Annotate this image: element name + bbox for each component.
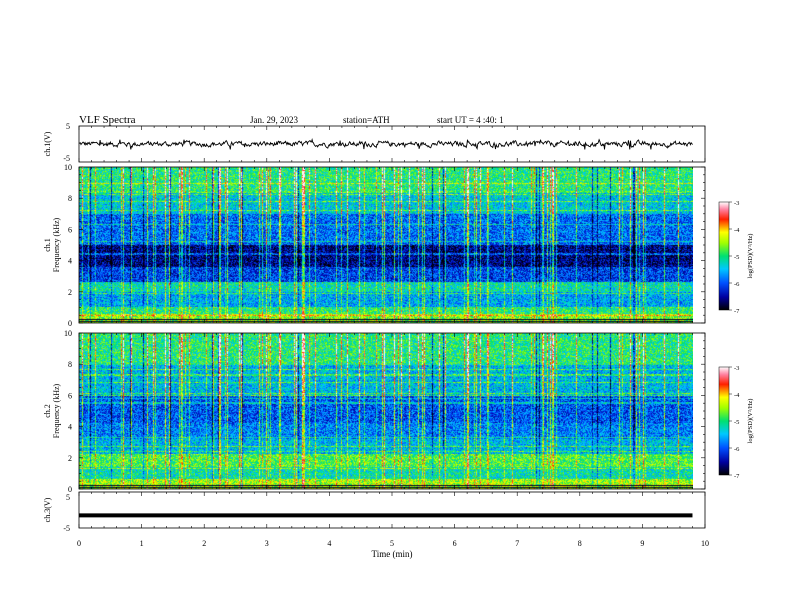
ch2-ytick-4: 4	[68, 423, 72, 432]
ch2-ytick-2: 2	[68, 454, 72, 463]
x-tick-label-1: 1	[140, 539, 144, 548]
ch1-ytick-10: 10	[64, 163, 72, 172]
ch2-colorbar-tick--3: -3	[734, 365, 739, 372]
x-tick-label-2: 2	[202, 539, 206, 548]
ch1-waveform-panel: 5 -5 ch.1(V)	[43, 122, 706, 163]
ch1-colorbar-tick--5: -5	[734, 254, 739, 261]
ch2-spectrogram-ylabel-frequency: Frequency (kHz)	[52, 383, 61, 438]
ch1-ytick-6: 6	[68, 225, 72, 234]
ch1-ytick-8: 8	[68, 194, 72, 203]
ch2-colorbar	[718, 366, 730, 476]
ch1-spectrogram-image	[79, 167, 693, 323]
figure-title: VLF Spectra	[79, 114, 136, 126]
ch1-ytick-0: 0	[68, 319, 72, 328]
x-tick-label-3: 3	[265, 539, 269, 548]
ch2-ytick-10: 10	[64, 329, 72, 338]
x-tick-label-0: 0	[77, 539, 81, 548]
ch2-colorbar-tick--4: -4	[734, 392, 740, 399]
ch1-ytick-minus5: -5	[63, 154, 70, 163]
ch1-ylabel: ch.1(V)	[43, 131, 52, 156]
x-axis-label: Time (min)	[372, 549, 413, 559]
ch1-colorbar-tick--3: -3	[734, 200, 739, 207]
ch1-ytick-4: 4	[68, 257, 72, 266]
ch1-colorbar-tick--4: -4	[734, 227, 740, 234]
x-tick-label-5: 5	[390, 539, 394, 548]
ch2-ytick-0: 0	[68, 485, 72, 494]
ch2-colorbar-tick--7: -7	[734, 473, 740, 480]
start-time-label: start UT = 4 :40: 1	[437, 115, 504, 125]
ch2-colorbar-tick--5: -5	[734, 419, 739, 426]
ch3-waveform-frame	[78, 491, 706, 529]
ch1-colorbar-tick--6: -6	[734, 281, 740, 288]
ch3-waveform-panel: 5 -5 ch.3(V)	[43, 491, 706, 533]
ch2-ytick-6: 6	[68, 391, 72, 400]
ch2-spectrogram-image	[79, 333, 693, 489]
ch3-ytick-5: 5	[66, 493, 70, 502]
ch1-colorbar	[718, 201, 730, 311]
ch1-colorbar-label: log(PSD)(V²/Hz)	[747, 234, 754, 279]
date-label: Jan. 29, 2023	[250, 115, 298, 125]
ch1-spectrogram-ylabel-frequency: Frequency (kHz)	[52, 217, 61, 272]
x-tick-label-10: 10	[701, 539, 709, 548]
ch2-ytick-8: 8	[68, 360, 72, 369]
ch2-spectrogram-ylabel-channel: ch.2	[43, 404, 52, 418]
x-tick-label-7: 7	[515, 539, 519, 548]
ch1-ytick-5: 5	[66, 122, 70, 131]
ch1-ytick-2: 2	[68, 288, 72, 297]
ch1-spectrogram-ylabel-channel: ch.1	[43, 238, 52, 252]
ch3-ytick-minus5: -5	[63, 524, 70, 533]
ch2-colorbar-tick--6: -6	[734, 446, 740, 453]
x-tick-label-8: 8	[578, 539, 582, 548]
ch1-colorbar-tick--7: -7	[734, 308, 740, 315]
x-tick-label-9: 9	[640, 539, 644, 548]
ch2-colorbar-label: log(PSD)(V²/Hz)	[747, 399, 754, 444]
ch3-ylabel: ch.3(V)	[43, 497, 52, 522]
x-tick-label-4: 4	[327, 539, 331, 548]
x-tick-label-6: 6	[453, 539, 457, 548]
ch1-waveform-line	[78, 138, 693, 151]
station-label: station=ATH	[343, 115, 390, 125]
